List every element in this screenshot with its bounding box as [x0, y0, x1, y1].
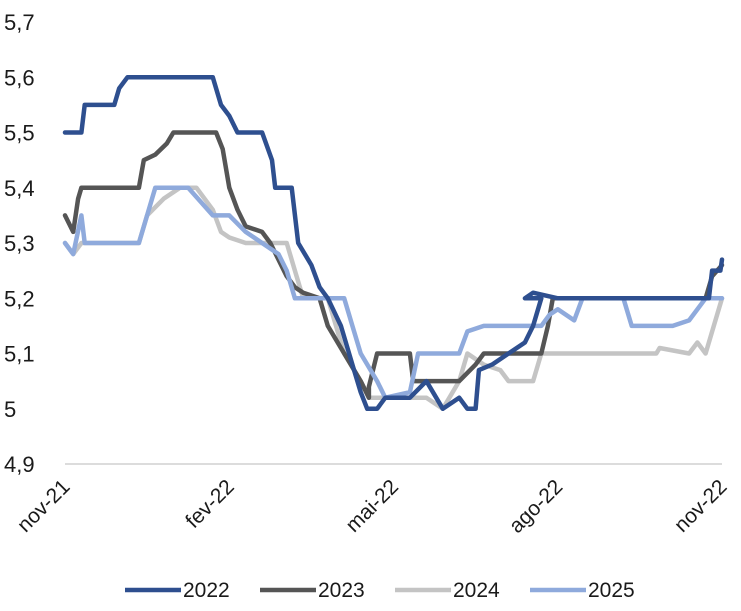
x-tick-label: ago-22: [505, 475, 568, 538]
series-lines: [62, 75, 725, 412]
legend-label-2025: 2025: [588, 579, 635, 602]
y-tick-label: 5,2: [4, 286, 35, 311]
y-tick-label: 5,3: [4, 231, 35, 256]
series-line-2023: [62, 130, 725, 400]
x-tick-label: nov-21: [13, 475, 75, 537]
y-tick-label: 4,9: [4, 452, 35, 477]
legend: 2022 2023 2024 2025: [125, 579, 635, 602]
legend-label-2022: 2022: [183, 579, 230, 602]
legend-label-2024: 2024: [453, 579, 500, 602]
legend-label-2023: 2023: [318, 579, 365, 602]
x-tick-label: fev-22: [181, 475, 239, 533]
x-tick-label: nov-22: [670, 475, 732, 537]
y-tick-label: 5,4: [4, 176, 35, 201]
y-axis-ticks: 4,9 5 5,1 5,2 5,3 5,4 5,5 5,6 5,7: [4, 10, 35, 477]
series-line-2022: [62, 75, 725, 412]
y-tick-label: 5,1: [4, 342, 35, 367]
y-tick-label: 5,5: [4, 121, 35, 146]
series-line-2025: [62, 185, 725, 400]
y-tick-label: 5: [4, 397, 16, 422]
x-tick-label: mai-22: [341, 475, 403, 537]
y-tick-label: 5,6: [4, 65, 35, 90]
y-tick-label: 5,7: [4, 10, 35, 35]
x-axis-ticks: nov-21 fev-22 mai-22 ago-22 nov-22: [13, 475, 732, 538]
